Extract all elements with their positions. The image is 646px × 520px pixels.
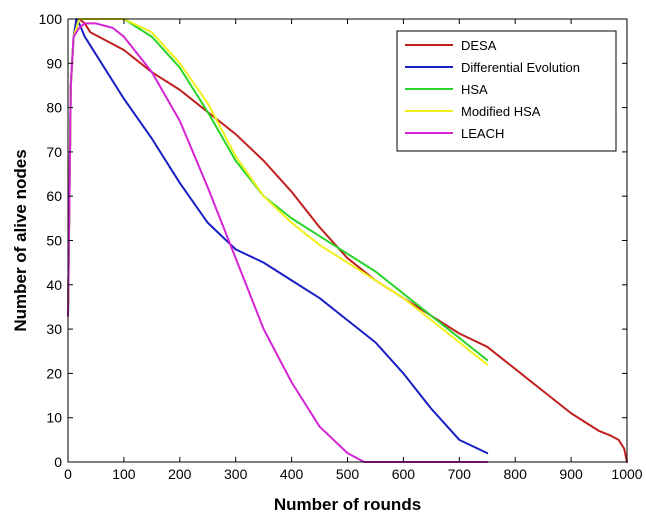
x-tick-label: 1000 [611,466,642,482]
y-tick-label: 30 [46,321,62,337]
y-tick-label: 90 [46,55,62,71]
y-tick-label: 10 [46,410,62,426]
x-tick-label: 400 [280,466,304,482]
y-tick-label: 0 [54,454,62,470]
x-tick-label: 700 [448,466,472,482]
legend: DESA Differential Evolution HSA Modified HS… [396,30,617,152]
x-tick-label: 900 [559,466,583,482]
y-tick-label: 50 [46,233,62,249]
y-tick-label: 40 [46,277,62,293]
y-tick-label: 70 [46,144,62,160]
x-tick-label: 300 [224,466,248,482]
y-tick-label: 60 [46,188,62,204]
legend-box [396,30,617,152]
ticks-layer: 0 100 200 300 400 500 600 700 800 900 1000 0 10 20 30 4… [39,11,643,482]
x-tick-label: 800 [504,466,528,482]
legend-label-2: HSA [461,82,488,97]
x-tick-label: 600 [392,466,416,482]
legend-label-4: LEACH [461,126,504,141]
y-axis-title: Number of alive nodes [11,149,30,331]
x-axis-title: Number of rounds [274,495,421,514]
series-line-0 [67,18,628,463]
x-tick-label: 200 [168,466,192,482]
y-tick-label: 100 [39,11,63,27]
legend-label-3: Modified HSA [461,104,541,119]
x-tick-label: 0 [64,466,72,482]
y-tick-label: 80 [46,100,62,116]
legend-label-1: Differential Evolution [461,60,580,75]
series-line-1 [67,18,489,455]
x-tick-label: 500 [336,466,360,482]
x-tick-label: 100 [112,466,136,482]
y-tick-label: 20 [46,365,62,381]
legend-label-0: DESA [461,38,497,53]
